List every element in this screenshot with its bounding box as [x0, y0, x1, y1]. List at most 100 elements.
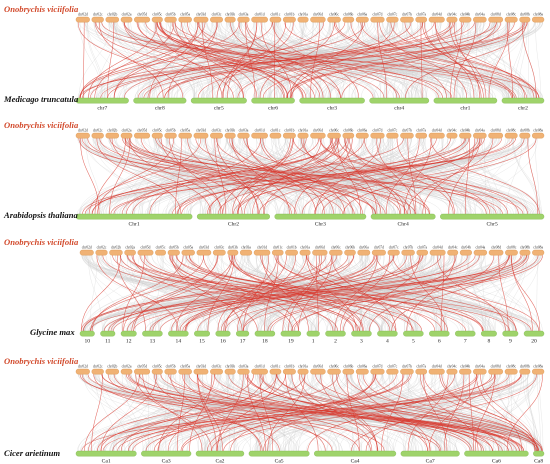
top-chromosome-bar — [253, 249, 271, 256]
top-chromosome-bar — [251, 368, 268, 375]
highlighted-synteny-link — [379, 22, 467, 99]
top-species-label: Onobrychis viciifolia — [4, 237, 79, 247]
highlighted-synteny-link — [441, 374, 538, 452]
highlighted-synteny-link — [164, 22, 464, 99]
highlighted-synteny-link — [184, 255, 354, 332]
highlighted-synteny-link — [343, 138, 491, 215]
top-chromosome-label: chr04a — [475, 128, 485, 132]
top-chromosome-bar — [224, 132, 236, 139]
background-synteny-link — [485, 374, 535, 452]
top-chromosome-label: chr04d — [432, 128, 442, 132]
top-chromosome-bar — [75, 132, 90, 139]
top-chromosome-label: chr05a — [180, 364, 190, 368]
background-synteny-link — [208, 255, 248, 332]
background-synteny-link — [482, 374, 540, 452]
background-synteny-link — [513, 138, 542, 215]
top-chromosome-bar — [137, 249, 154, 256]
top-chromosome-bar — [178, 132, 192, 139]
highlighted-synteny-link — [331, 374, 378, 452]
top-chromosome-label: chr06a — [359, 245, 369, 249]
bottom-chromosome-label: Chr1 — [128, 222, 139, 228]
background-synteny-link — [404, 255, 435, 332]
highlighted-synteny-link — [360, 22, 527, 99]
top-chromosome-label: chr05a — [180, 128, 190, 132]
top-chromosome-bar — [370, 132, 385, 139]
bottom-chromosome-bar — [168, 330, 189, 337]
background-synteny-link — [84, 255, 215, 332]
background-synteny-link — [422, 374, 451, 452]
top-chromosome-bar — [105, 368, 119, 375]
background-synteny-link — [96, 374, 357, 452]
top-chromosome-bar — [505, 249, 518, 256]
highlighted-synteny-link — [392, 255, 517, 332]
background-synteny-link — [455, 22, 464, 99]
background-synteny-link — [99, 22, 157, 99]
highlighted-synteny-link — [132, 138, 333, 215]
top-chromosome-label: chr03b — [225, 128, 235, 132]
background-synteny-link — [489, 138, 538, 215]
top-chromosome-label: chr06b — [343, 364, 353, 368]
background-synteny-link — [363, 22, 521, 99]
background-synteny-link — [411, 22, 418, 99]
top-chromosome-label: chr01d — [255, 128, 265, 132]
top-chromosome-label: chr07b — [402, 128, 412, 132]
top-chromosome-label: chr06c — [329, 12, 339, 16]
bottom-chromosome-row: 10 11 12 13 14 15 16 17 18 19 1 2 3 4 5 6 7 8 9 20 — [79, 330, 545, 345]
top-chromosome-bar — [178, 368, 192, 375]
highlighted-synteny-link — [365, 374, 497, 452]
top-chromosome-bar — [386, 368, 399, 375]
highlighted-synteny-link — [103, 255, 476, 332]
top-chromosome-bar — [285, 249, 298, 256]
top-chromosome-label: chr06a — [357, 128, 367, 132]
top-chromosome-bar — [120, 368, 133, 375]
highlighted-synteny-link — [293, 138, 487, 215]
highlighted-synteny-link — [340, 255, 390, 332]
top-chromosome-bar — [105, 16, 119, 23]
highlighted-synteny-link — [197, 22, 424, 99]
top-chromosome-label: chr01c — [273, 245, 283, 249]
top-chromosome-label: chr05a — [183, 245, 193, 249]
background-synteny-link — [176, 22, 307, 99]
highlighted-synteny-link — [122, 255, 145, 332]
background-synteny-link — [124, 374, 278, 452]
background-synteny-link — [508, 374, 536, 452]
top-chromosome-bar — [428, 368, 445, 375]
top-chromosome-bar — [355, 368, 369, 375]
bottom-chromosome-bar — [75, 97, 129, 104]
background-synteny-link — [240, 22, 311, 99]
background-synteny-link — [492, 374, 516, 452]
background-synteny-link — [241, 255, 474, 332]
top-chromosome-label: chr03b — [225, 12, 235, 16]
top-chromosome-label: chr05b — [169, 245, 179, 249]
highlighted-synteny-link — [143, 22, 525, 99]
highlighted-synteny-link — [126, 138, 307, 215]
highlighted-synteny-link — [259, 138, 346, 215]
top-chromosome-bar — [269, 368, 282, 375]
background-synteny-link — [151, 255, 535, 332]
highlighted-synteny-link — [407, 138, 494, 215]
highlighted-synteny-link — [180, 374, 405, 452]
top-chromosome-label: chr04a — [475, 12, 485, 16]
top-chromosome-label: chr02d — [82, 245, 92, 249]
top-chromosome-bar — [312, 249, 328, 256]
top-chromosome-label: chr05b — [166, 364, 176, 368]
background-synteny-link — [123, 138, 220, 215]
bottom-chromosome-label: Ca7 — [426, 459, 435, 464]
top-chromosome-label: chr01c — [271, 12, 281, 16]
highlighted-synteny-link — [197, 374, 217, 452]
bottom-chromosome-label: 10 — [84, 339, 90, 345]
top-chromosome-label: chr07d — [372, 364, 382, 368]
background-synteny-link — [465, 138, 495, 215]
bottom-chromosome-bar — [236, 330, 250, 337]
background-synteny-link — [384, 22, 388, 99]
top-chromosome-label: chr08d — [491, 245, 501, 249]
highlighted-synteny-link — [169, 138, 222, 215]
top-chromosome-label: chr03d — [199, 245, 209, 249]
bottom-chromosome-bar — [133, 97, 187, 104]
bottom-chromosome-bar — [274, 213, 367, 220]
bottom-chromosome-bar — [502, 330, 519, 337]
top-chromosome-bar — [91, 368, 104, 375]
background-synteny-link — [442, 22, 509, 99]
highlighted-synteny-link — [468, 374, 474, 452]
